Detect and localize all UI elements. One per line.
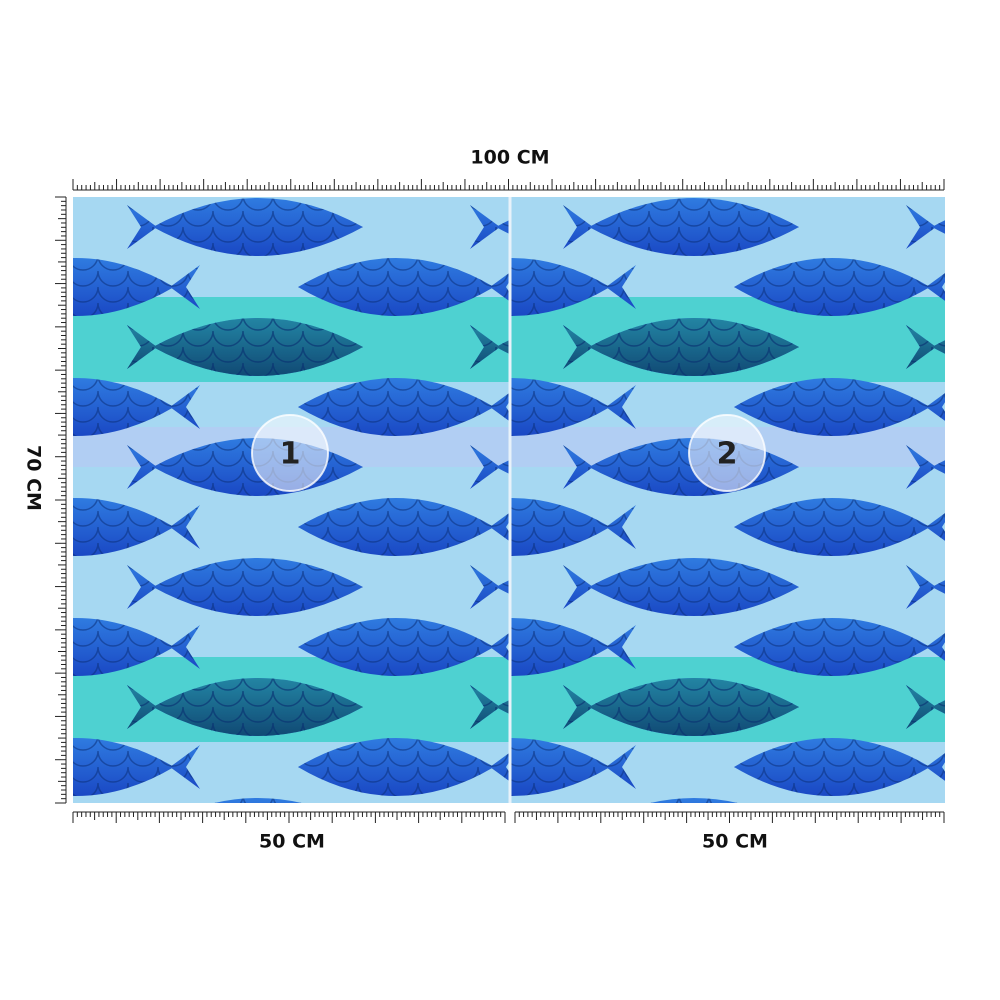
panel-width-label: 50 CM: [702, 831, 768, 853]
width-label: 100 CM: [470, 147, 549, 169]
panel-number: 1: [280, 437, 301, 472]
panel-width-label: 50 CM: [259, 831, 325, 853]
rulers: [55, 179, 945, 823]
panel-number: 2: [717, 437, 738, 472]
height-label: 70 CM: [23, 445, 45, 511]
panel-badge: [251, 414, 329, 492]
panel-badge: [688, 414, 766, 492]
